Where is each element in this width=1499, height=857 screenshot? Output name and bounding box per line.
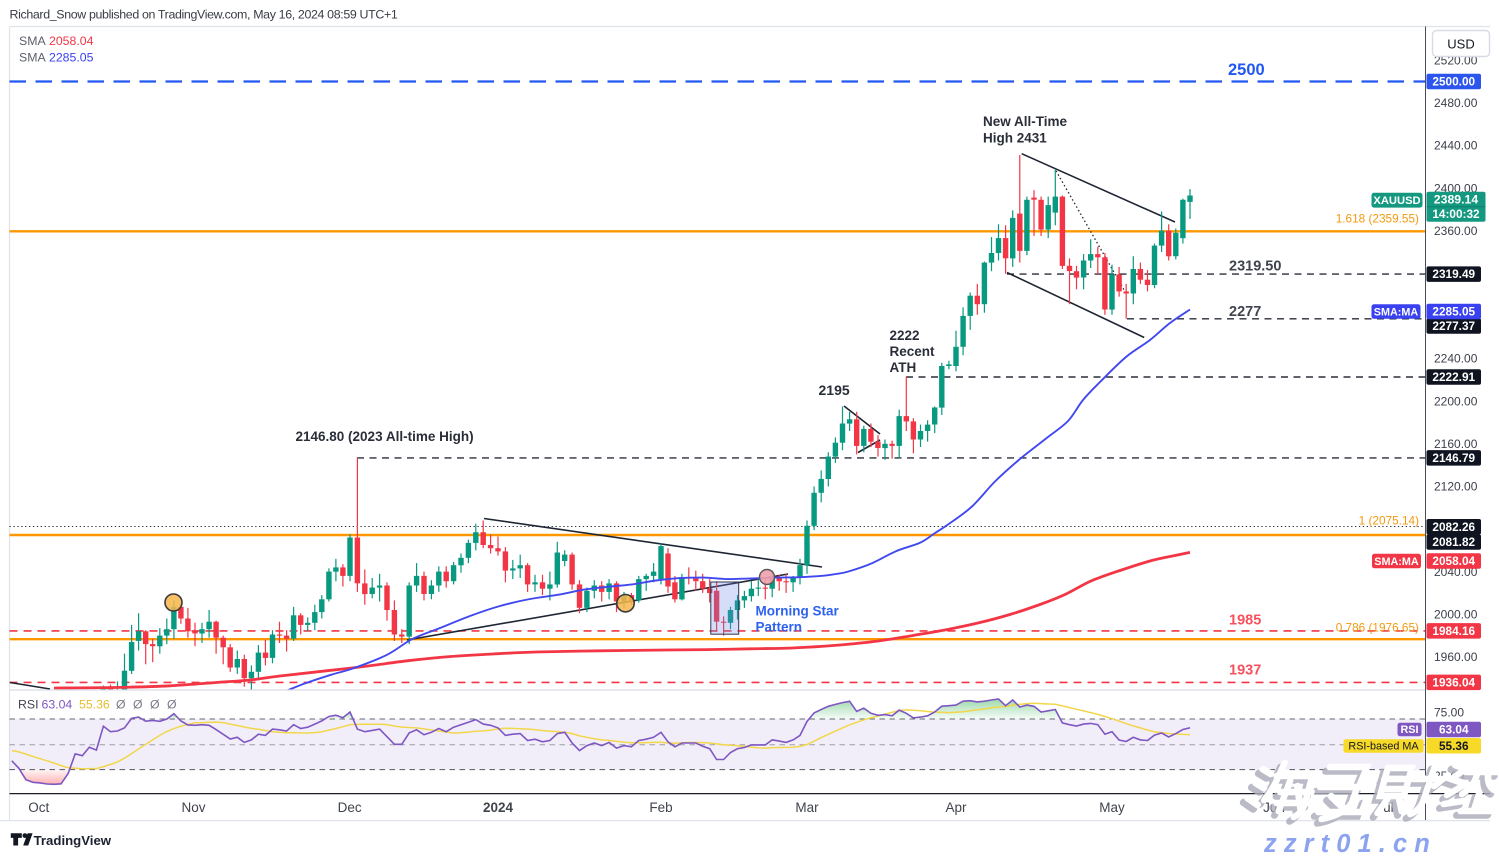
svg-text:2160.00: 2160.00 — [1434, 437, 1478, 451]
svg-text:2081.82: 2081.82 — [1432, 535, 1475, 549]
svg-text:75.00: 75.00 — [1434, 706, 1464, 720]
svg-text:May: May — [1099, 800, 1125, 815]
svg-text:Ø: Ø — [133, 698, 143, 712]
svg-text:2277: 2277 — [1229, 304, 1261, 320]
svg-text:2319.49: 2319.49 — [1432, 267, 1475, 281]
svg-text:2024: 2024 — [483, 800, 514, 815]
svg-text:Dec: Dec — [338, 800, 362, 815]
svg-text:RSI: RSI — [18, 698, 39, 712]
svg-text:Apr: Apr — [945, 800, 967, 815]
svg-text:2240.00: 2240.00 — [1434, 352, 1478, 366]
svg-text:SMA:MA: SMA:MA — [1374, 556, 1419, 568]
svg-text:z z r t 0 1 . c n: z z r t 0 1 . c n — [1263, 830, 1430, 857]
svg-text:63.04: 63.04 — [42, 698, 73, 712]
svg-text:Morning Star: Morning Star — [756, 604, 840, 619]
svg-text:RSI-based MA: RSI-based MA — [1348, 741, 1419, 753]
svg-text:2058.04: 2058.04 — [49, 34, 94, 48]
svg-text:SMA: SMA — [19, 51, 46, 65]
svg-text:Ø: Ø — [116, 698, 126, 712]
svg-text:RSI: RSI — [1401, 724, 1419, 736]
svg-text:Pattern: Pattern — [756, 620, 803, 635]
svg-text:14:00:32: 14:00:32 — [1432, 207, 1480, 221]
svg-text:1984.16: 1984.16 — [1432, 624, 1475, 638]
svg-text:1985: 1985 — [1229, 613, 1261, 629]
svg-text:Nov: Nov — [181, 800, 205, 815]
svg-text:SMA:MA: SMA:MA — [1374, 306, 1419, 318]
svg-text:2500.00: 2500.00 — [1432, 75, 1475, 89]
svg-text:2082.26: 2082.26 — [1432, 520, 1475, 534]
svg-text:New All-Time: New All-Time — [983, 114, 1068, 129]
svg-text:2058.04: 2058.04 — [1432, 554, 1475, 568]
svg-text:2480.00: 2480.00 — [1434, 96, 1478, 110]
svg-text:Recent: Recent — [890, 344, 936, 359]
svg-text:2389.14: 2389.14 — [1434, 192, 1479, 206]
svg-text:63.04: 63.04 — [1439, 723, 1469, 737]
svg-text:55.36: 55.36 — [1439, 739, 1469, 753]
svg-text:2285.05: 2285.05 — [49, 51, 94, 65]
svg-text:SMA: SMA — [19, 34, 46, 48]
svg-text:2319.50: 2319.50 — [1229, 259, 1281, 275]
svg-text:Feb: Feb — [649, 800, 672, 815]
svg-text:ATH: ATH — [890, 360, 917, 375]
svg-text:High 2431: High 2431 — [983, 131, 1047, 146]
svg-text:2000.00: 2000.00 — [1434, 607, 1478, 621]
svg-text:TradingView: TradingView — [34, 833, 112, 848]
svg-text:XAUUSD: XAUUSD — [1373, 195, 1420, 207]
svg-text:1.618 (2359.55): 1.618 (2359.55) — [1336, 212, 1419, 226]
svg-text:Mar: Mar — [795, 800, 819, 815]
svg-text:2146.79: 2146.79 — [1432, 451, 1475, 465]
svg-text:0.786 (1976.65): 0.786 (1976.65) — [1336, 620, 1419, 634]
svg-text:2500: 2500 — [1228, 61, 1265, 79]
svg-text:2277.37: 2277.37 — [1432, 319, 1475, 333]
svg-text:2222: 2222 — [890, 328, 920, 343]
svg-text:2285.05: 2285.05 — [1432, 305, 1475, 319]
svg-text:2146.80 (2023 All-time High): 2146.80 (2023 All-time High) — [296, 429, 474, 444]
svg-text:2200.00: 2200.00 — [1434, 394, 1478, 408]
svg-text:1 (2075.14): 1 (2075.14) — [1359, 513, 1419, 527]
svg-text:2440.00: 2440.00 — [1434, 139, 1478, 153]
svg-text:Oct: Oct — [28, 800, 49, 815]
svg-text:Ø: Ø — [150, 698, 160, 712]
svg-text:1937: 1937 — [1229, 663, 1261, 679]
svg-text:55.36: 55.36 — [79, 698, 110, 712]
svg-text:2120.00: 2120.00 — [1434, 480, 1478, 494]
svg-text:1960.00: 1960.00 — [1434, 650, 1478, 664]
svg-text:Richard_Snow published on Trad: Richard_Snow published on TradingView.co… — [10, 8, 398, 22]
svg-text:2195: 2195 — [819, 382, 850, 398]
svg-text:Ø: Ø — [167, 698, 177, 712]
svg-text:USD: USD — [1447, 37, 1474, 52]
svg-text:2222.91: 2222.91 — [1432, 370, 1475, 384]
svg-text:1936.04: 1936.04 — [1432, 676, 1475, 690]
svg-text:2360.00: 2360.00 — [1434, 224, 1478, 238]
